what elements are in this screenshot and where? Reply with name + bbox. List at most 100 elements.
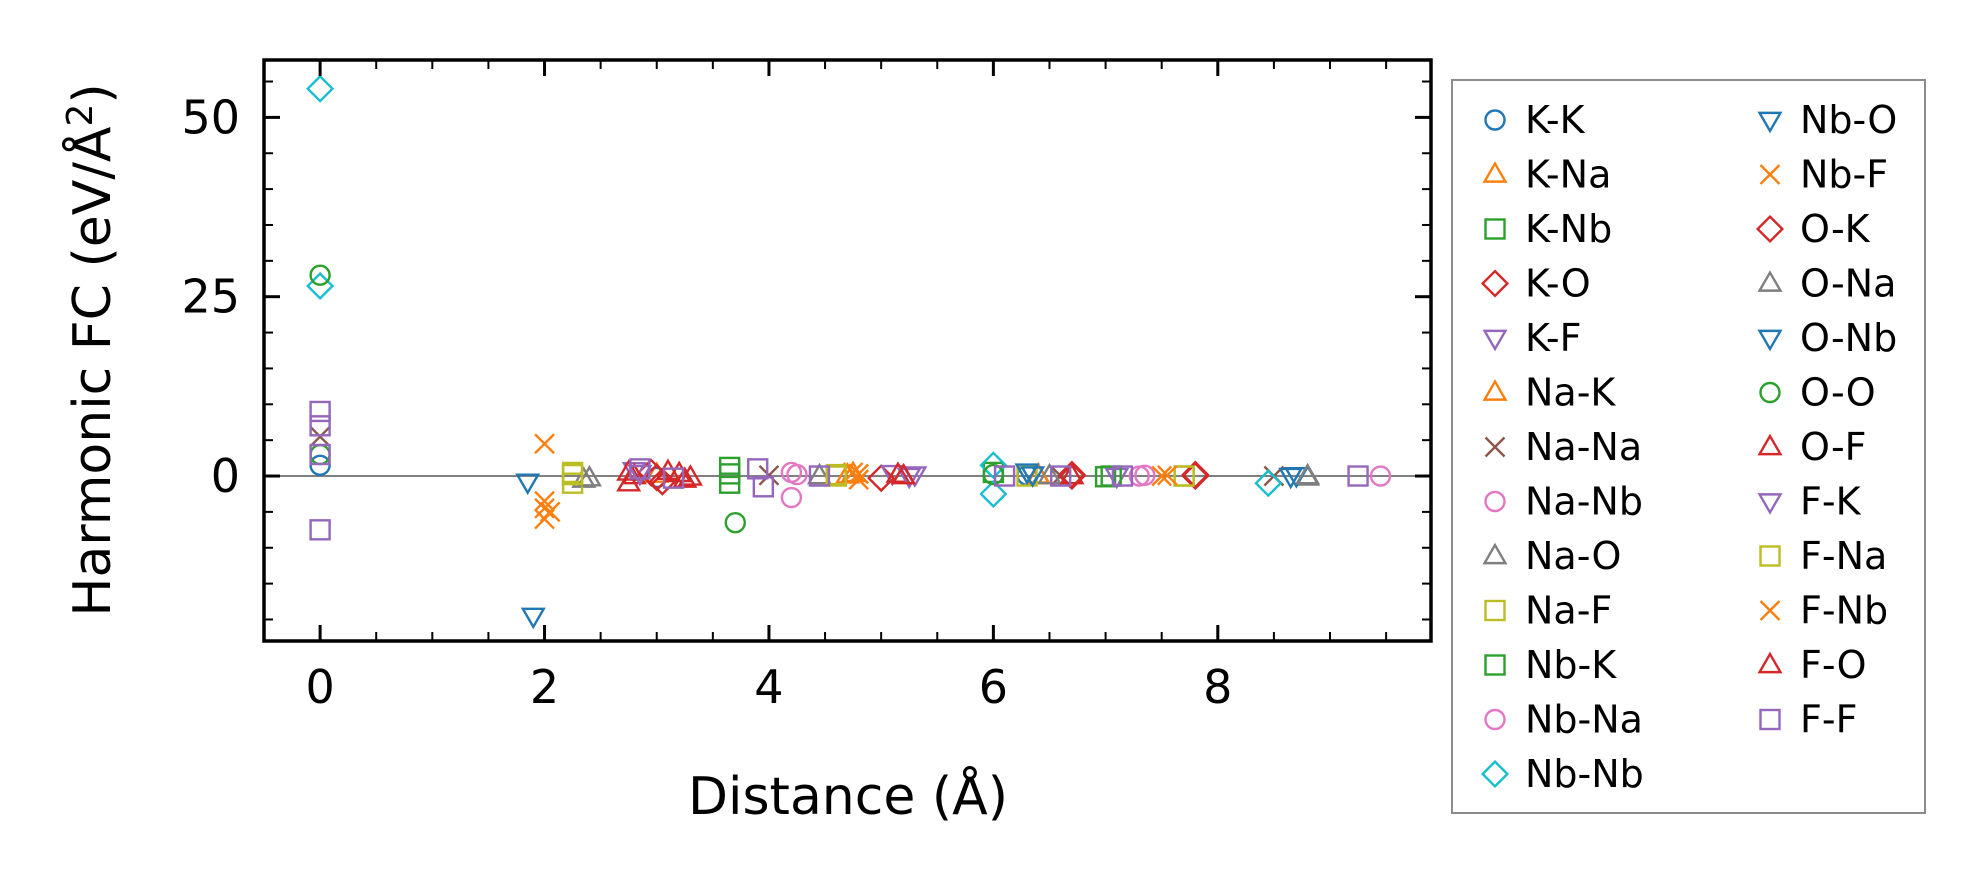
legend-label: F-O xyxy=(1800,643,1867,687)
legend-item: O-Nb xyxy=(1757,316,1897,360)
legend-item: K-K xyxy=(1484,98,1586,142)
legend-label: K-F xyxy=(1525,316,1582,360)
legend-marker xyxy=(1759,164,1781,185)
data-point xyxy=(1181,460,1210,489)
data-point xyxy=(1173,465,1195,487)
series-f-nb xyxy=(539,463,1178,523)
x-tick-label: 0 xyxy=(305,660,334,714)
legend-item: Nb-Nb xyxy=(1480,752,1644,796)
plot-frame xyxy=(262,58,1433,643)
data-point xyxy=(848,469,870,490)
legend-label: Nb-Na xyxy=(1525,698,1643,742)
data-point xyxy=(309,454,331,476)
data-point xyxy=(1369,465,1392,487)
data-point xyxy=(672,466,698,488)
data-point xyxy=(758,464,780,486)
data-point xyxy=(1059,462,1085,485)
legend-label: K-O xyxy=(1525,262,1591,306)
data-point xyxy=(539,501,561,523)
legend-marker xyxy=(1757,270,1783,292)
legend-item: O-F xyxy=(1757,425,1867,469)
legend-label: O-O xyxy=(1800,371,1876,415)
legend-marker xyxy=(1484,109,1506,131)
data-point xyxy=(806,462,832,485)
legend-marker xyxy=(1755,214,1785,244)
data-point xyxy=(848,463,870,485)
data-point xyxy=(1057,461,1086,491)
legend-item: Na-F xyxy=(1484,589,1612,633)
series-o-f xyxy=(616,459,1085,492)
legend-marker xyxy=(1757,111,1783,134)
legend-label: O-Na xyxy=(1800,262,1896,306)
series-f-f xyxy=(309,400,1369,541)
data-point xyxy=(309,400,331,423)
legend-item: K-Na xyxy=(1482,153,1611,197)
legend-label: Na-Na xyxy=(1525,425,1642,469)
data-point xyxy=(309,519,331,541)
legend-marker xyxy=(1759,381,1781,404)
legend-marker xyxy=(1482,379,1508,401)
data-point xyxy=(825,463,847,486)
data-point xyxy=(1134,464,1156,487)
data-point xyxy=(309,415,331,437)
legend-label: K-K xyxy=(1525,98,1586,142)
legend-label: Nb-F xyxy=(1800,153,1888,197)
legend-label: K-Nb xyxy=(1525,207,1612,251)
series-f-na xyxy=(561,463,1195,487)
x-tick-label: 4 xyxy=(754,660,783,714)
legend-marker xyxy=(1484,436,1506,458)
legend-label: F-Na xyxy=(1800,534,1887,578)
data-point xyxy=(1295,462,1321,485)
legend-marker xyxy=(1759,708,1781,731)
data-point xyxy=(627,464,653,487)
legend-marker xyxy=(1480,759,1510,789)
data-point xyxy=(982,463,1005,486)
data-point xyxy=(1111,465,1134,487)
legend-marker xyxy=(1757,433,1783,456)
x-tick-label: 8 xyxy=(1203,660,1232,714)
legend-marker xyxy=(1482,161,1508,183)
legend-item: F-O xyxy=(1757,643,1867,687)
data-point xyxy=(885,461,911,483)
legend-marker xyxy=(1482,329,1508,352)
data-point xyxy=(520,607,546,630)
data-point xyxy=(993,465,1016,487)
legend-label: Na-K xyxy=(1525,371,1616,415)
legend-marker xyxy=(1480,269,1510,298)
legend-label: O-F xyxy=(1800,425,1867,469)
data-point xyxy=(1254,469,1283,498)
data-point xyxy=(309,426,331,447)
data-point xyxy=(561,463,584,486)
data-point xyxy=(1100,465,1122,487)
legend-marker xyxy=(1484,218,1506,240)
legend-item: Na-Na xyxy=(1484,425,1642,469)
series-o-nb xyxy=(1020,466,1304,490)
data-point xyxy=(752,476,775,498)
data-point xyxy=(786,463,808,486)
data-point xyxy=(979,479,1008,509)
legend-item: Nb-O xyxy=(1757,98,1897,142)
legend-marker xyxy=(1484,708,1506,731)
data-point xyxy=(309,264,331,286)
legend-item: K-F xyxy=(1482,316,1582,360)
legend-item: Nb-K xyxy=(1484,643,1617,687)
series-nb-na xyxy=(786,463,1156,487)
data-point xyxy=(662,467,685,489)
legend-item: F-F xyxy=(1759,698,1857,742)
legend-marker xyxy=(1484,599,1506,622)
legend-label: Na-Nb xyxy=(1525,480,1643,524)
legend-label: Na-F xyxy=(1525,589,1612,633)
data-point xyxy=(616,459,642,481)
data-point xyxy=(621,462,647,485)
data-point xyxy=(306,74,335,103)
legend-item: F-Nb xyxy=(1759,589,1888,633)
series-nb-nb xyxy=(306,74,1283,509)
legend-label: O-K xyxy=(1800,207,1871,251)
data-point xyxy=(896,467,922,490)
data-point xyxy=(891,462,917,485)
data-point xyxy=(1156,464,1178,486)
y-tick-label: 25 xyxy=(181,270,240,324)
data-point xyxy=(534,433,555,455)
legend-label: Nb-K xyxy=(1525,643,1617,687)
x-tick-label: 2 xyxy=(530,660,559,714)
